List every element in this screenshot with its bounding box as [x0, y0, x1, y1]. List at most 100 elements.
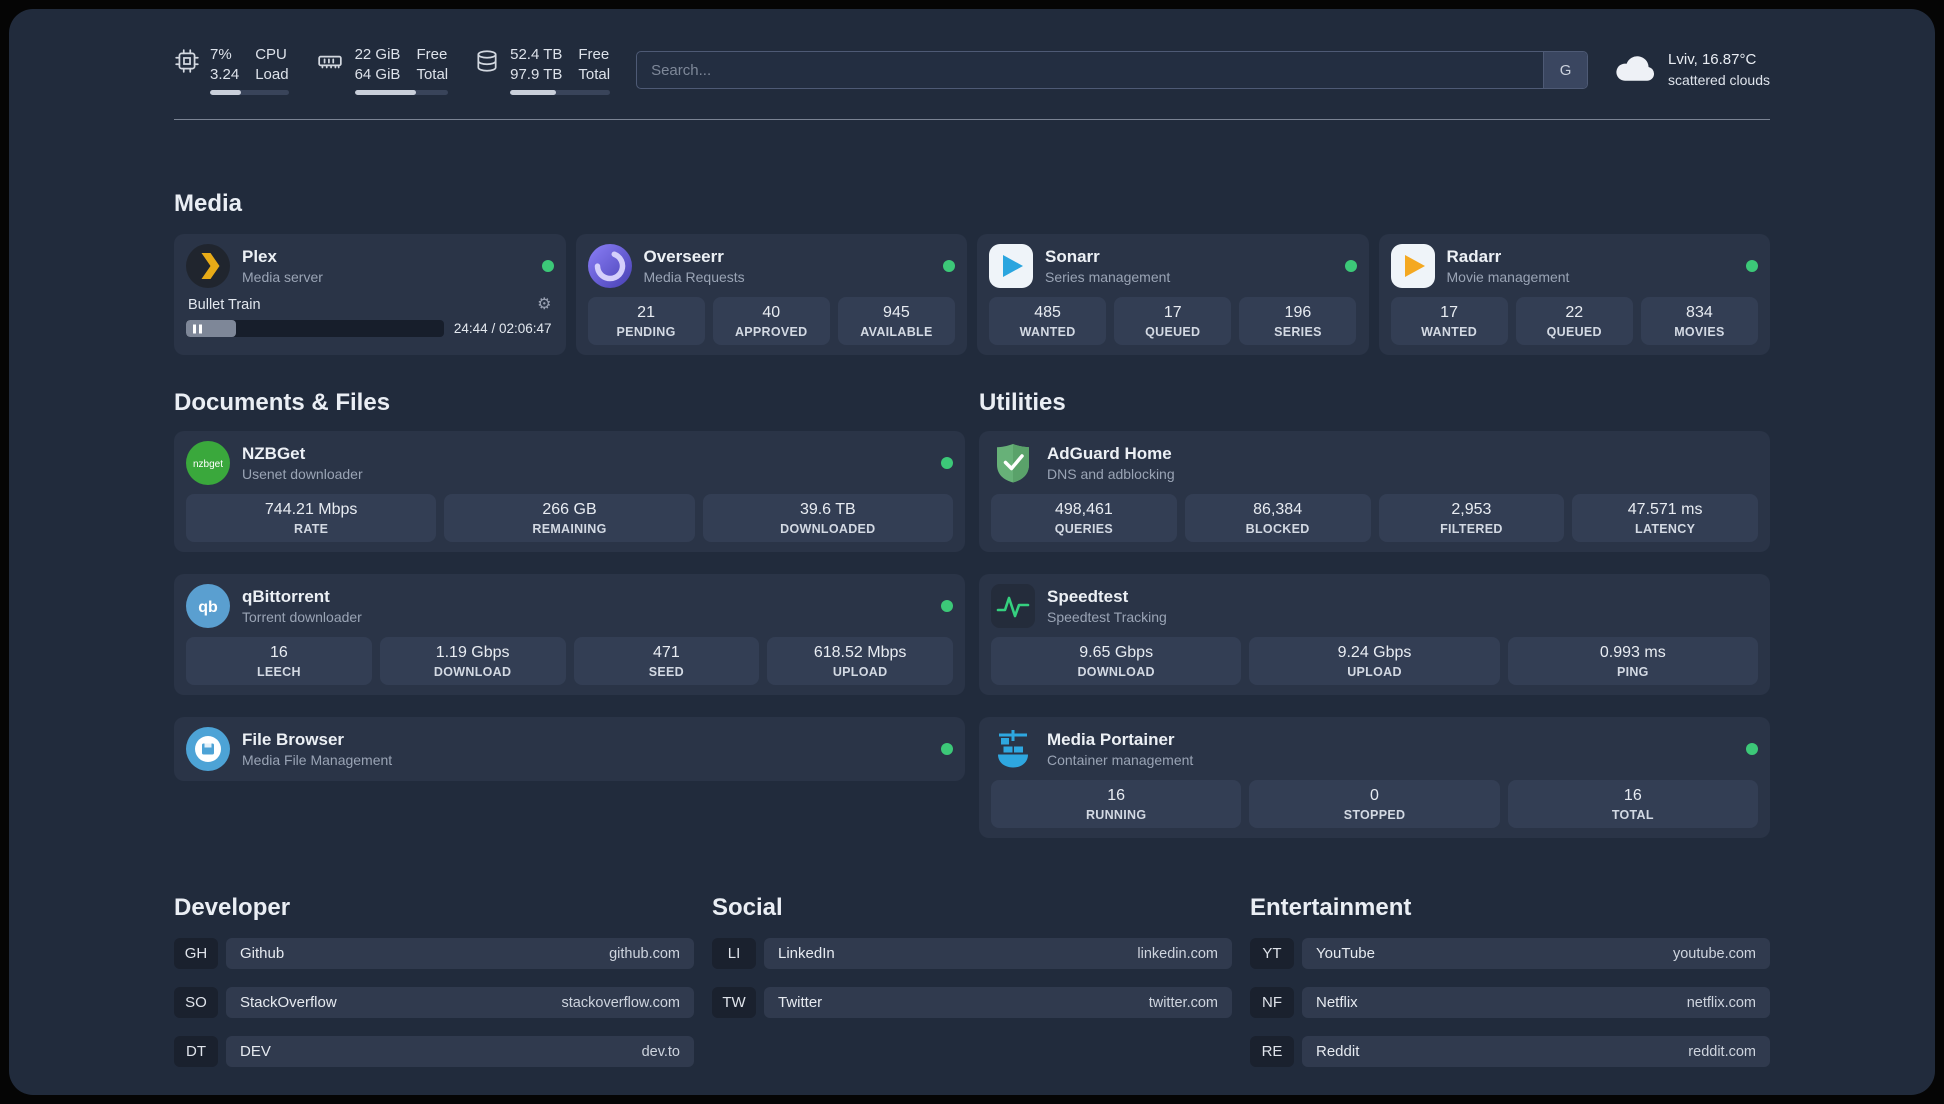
- section-title-social: Social: [712, 894, 783, 921]
- portainer-icon: [991, 727, 1035, 771]
- app-subtitle: Usenet downloader: [242, 466, 363, 482]
- section-title-documents: Documents & Files: [174, 389, 391, 416]
- stat-tile: 9.65 Gbps DOWNLOAD: [991, 637, 1242, 685]
- stat-tile: 40 APPROVED: [712, 297, 830, 345]
- links-section-developer: Developer GH Github github.com SO StackO…: [174, 894, 694, 1067]
- stat-tile: 17 QUEUED: [1114, 297, 1232, 345]
- link-reddit[interactable]: Reddit reddit.com: [1302, 1036, 1770, 1067]
- filebrowser-icon: [186, 727, 230, 771]
- link-abbr-reddit: RE: [1250, 1036, 1294, 1067]
- link-row: NF Netflix netflix.com: [1250, 987, 1770, 1018]
- status-dot: [941, 743, 953, 755]
- link-abbr-netflix: NF: [1250, 987, 1294, 1018]
- storage-free-label: Free: [578, 46, 610, 63]
- stat-tile: 16 LEECH: [186, 637, 372, 685]
- app-card-portainer[interactable]: Media Portainer Container management 16 …: [979, 717, 1770, 838]
- cpu-usage-bar: [210, 90, 289, 95]
- app-card-speedtest[interactable]: Speedtest Speedtest Tracking 9.65 Gbps D…: [979, 574, 1770, 695]
- app-card-overseerr[interactable]: Overseerr Media Requests 21 PENDING 40 A…: [575, 234, 967, 355]
- link-linkedin[interactable]: LinkedIn linkedin.com: [764, 938, 1232, 969]
- now-playing-title: Bullet Train: [188, 297, 261, 313]
- app-name: File Browser: [242, 730, 345, 749]
- stat-tile: 196 SERIES: [1239, 297, 1357, 345]
- app-subtitle: Media File Management: [242, 752, 393, 768]
- link-twitter[interactable]: Twitter twitter.com: [764, 987, 1232, 1018]
- link-abbr-github: GH: [174, 938, 218, 969]
- app-subtitle: DNS and adblocking: [1047, 466, 1175, 482]
- adguard-icon: [991, 441, 1035, 485]
- app-card-qbittorrent[interactable]: qb qBittorrent Torrent downloader 16: [174, 574, 965, 695]
- link-youtube[interactable]: YouTube youtube.com: [1302, 938, 1770, 969]
- weather-condition: scattered clouds: [1668, 71, 1770, 88]
- storage-icon: [474, 48, 500, 79]
- ram-total-value: 64 GiB: [354, 65, 401, 83]
- link-row: SO StackOverflow stackoverflow.com: [174, 987, 694, 1018]
- section-title-entertainment: Entertainment: [1250, 894, 1412, 921]
- nzbget-icon: nzbget: [186, 441, 230, 485]
- search-engine-button[interactable]: G: [1543, 52, 1588, 88]
- svg-text:qb: qb: [198, 599, 218, 616]
- cpu-widget: 7% 3.24 CPU Load: [174, 45, 289, 95]
- app-subtitle: Container management: [1047, 752, 1194, 768]
- status-dot: [941, 457, 953, 469]
- top-bar: 7% 3.24 CPU Load: [174, 9, 1770, 95]
- stat-tile: 0.993 ms PING: [1507, 637, 1758, 685]
- stat-tile: 618.52 Mbps UPLOAD: [767, 637, 953, 685]
- stat-tile: 21 PENDING: [587, 297, 705, 345]
- overseerr-icon: [587, 244, 632, 288]
- svg-text:nzbget: nzbget: [193, 459, 223, 470]
- link-abbr-stackoverflow: SO: [174, 987, 218, 1018]
- section-title-utilities: Utilities: [979, 389, 1066, 416]
- utilities-column: Utilities: [979, 389, 1770, 838]
- link-row: DT DEV dev.to: [174, 1036, 694, 1067]
- status-dot: [1746, 743, 1758, 755]
- link-abbr-twitter: TW: [712, 987, 756, 1018]
- stat-tile: 471 SEED: [573, 637, 760, 685]
- qbittorrent-icon: qb: [186, 584, 230, 628]
- app-subtitle: Torrent downloader: [242, 609, 362, 625]
- stat-tile: 498,461 QUERIES: [991, 494, 1177, 542]
- storage-total-value: 97.9 TB: [510, 65, 563, 83]
- ram-icon: [315, 48, 345, 79]
- stat-tile: 266 GB REMAINING: [444, 494, 695, 542]
- search-input[interactable]: [637, 52, 1544, 88]
- app-name: NZBGet: [242, 444, 306, 463]
- ram-usage-bar: [354, 90, 449, 95]
- status-dot: [1746, 260, 1758, 272]
- status-dot: [941, 600, 953, 612]
- gear-icon[interactable]: ⚙: [537, 296, 552, 313]
- pause-icon[interactable]: [193, 324, 202, 333]
- app-name: AdGuard Home: [1047, 444, 1172, 463]
- ram-free-value: 22 GiB: [354, 46, 401, 63]
- links-section-social: Social LI LinkedIn linkedin.com TW Twitt…: [712, 894, 1232, 1067]
- link-stackoverflow[interactable]: StackOverflow stackoverflow.com: [226, 987, 694, 1018]
- link-row: GH Github github.com: [174, 938, 694, 969]
- plex-icon: [186, 244, 230, 288]
- media-card-grid: Plex Media server Bullet Train ⚙ 24:44 /…: [174, 234, 1770, 355]
- link-github[interactable]: Github github.com: [226, 938, 694, 969]
- app-card-adguard[interactable]: AdGuard Home DNS and adblocking 498,461 …: [979, 431, 1770, 552]
- app-name: qBittorrent: [242, 587, 330, 606]
- app-card-filebrowser[interactable]: File Browser Media File Management: [174, 717, 965, 781]
- link-row: RE Reddit reddit.com: [1250, 1036, 1770, 1067]
- app-card-plex[interactable]: Plex Media server Bullet Train ⚙ 24:44 /…: [174, 234, 566, 355]
- app-card-radarr[interactable]: Radarr Movie management 17 WANTED 22 QUE…: [1378, 234, 1770, 355]
- stat-tile: 17 WANTED: [1390, 297, 1508, 345]
- app-card-nzbget[interactable]: nzbget NZBGet Usenet downloader 744.21 M…: [174, 431, 965, 552]
- documents-column: Documents & Files nzbget NZBGet Usenet d…: [174, 389, 965, 838]
- ram-total-label: Total: [416, 65, 449, 83]
- cpu-load-average: 3.24: [210, 65, 240, 83]
- app-card-sonarr[interactable]: Sonarr Series management 485 WANTED 17 Q…: [977, 234, 1369, 355]
- storage-widget: 52.4 TB 97.9 TB Free Total: [474, 45, 611, 95]
- status-dot: [541, 260, 554, 272]
- stat-tile: 834 MOVIES: [1640, 297, 1758, 345]
- status-dot: [1344, 260, 1357, 272]
- radarr-icon: [1390, 244, 1435, 288]
- stat-tile: 744.21 Mbps RATE: [186, 494, 437, 542]
- playback-progress-bar[interactable]: [186, 320, 444, 337]
- link-netflix[interactable]: Netflix netflix.com: [1302, 987, 1770, 1018]
- app-name: Radarr: [1446, 247, 1502, 266]
- link-dev[interactable]: DEV dev.to: [226, 1036, 694, 1067]
- stat-tile: 1.19 Gbps DOWNLOAD: [379, 637, 566, 685]
- storage-usage-bar: [510, 90, 611, 95]
